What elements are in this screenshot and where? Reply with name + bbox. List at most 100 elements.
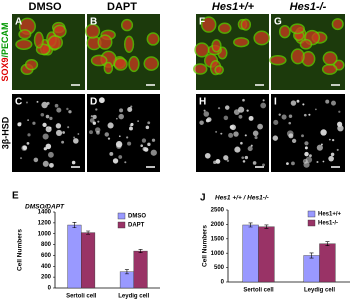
cell xyxy=(68,110,72,114)
cell xyxy=(62,131,65,134)
bar xyxy=(303,255,320,283)
header: DMSO xyxy=(29,1,62,13)
panel-label: G xyxy=(274,17,282,28)
cell xyxy=(77,133,80,135)
y-axis-label: Cell Numbers xyxy=(17,229,24,271)
y-tick-label: 2500 xyxy=(211,208,225,214)
bar xyxy=(258,226,275,283)
cell xyxy=(331,138,335,142)
cell xyxy=(234,146,241,153)
cell xyxy=(73,136,76,139)
cell xyxy=(290,100,297,106)
cell xyxy=(92,114,97,119)
cell xyxy=(15,38,33,50)
panel-label: H xyxy=(199,97,206,108)
error-bar xyxy=(264,224,269,229)
cell xyxy=(45,143,52,150)
error-bar xyxy=(248,222,253,228)
cell xyxy=(238,114,243,119)
cell xyxy=(128,55,140,73)
cell xyxy=(49,162,54,168)
cell xyxy=(194,42,210,58)
cell xyxy=(127,106,133,112)
legend-swatch xyxy=(117,221,126,229)
cell xyxy=(296,99,300,103)
cell xyxy=(141,138,147,143)
panel-label: B xyxy=(90,17,97,28)
micrographs: A B C D F G H I xyxy=(12,14,345,172)
cell xyxy=(223,115,229,121)
cell xyxy=(241,156,245,160)
y-tick-label: 0 xyxy=(221,280,225,286)
cell xyxy=(27,133,31,137)
cell xyxy=(55,129,63,136)
y-tick-label: 200 xyxy=(41,275,52,281)
legend-swatch xyxy=(307,210,316,218)
cell xyxy=(41,101,48,109)
header: DAPT xyxy=(107,1,137,13)
cell xyxy=(320,143,323,146)
cell xyxy=(253,30,270,46)
chart-title: Hes1 +/+ / Hes1-/- xyxy=(215,195,269,202)
cell xyxy=(48,151,54,158)
cell xyxy=(301,134,304,138)
y-tick-label: 1000 xyxy=(38,231,52,237)
cell xyxy=(145,125,150,130)
cell xyxy=(337,125,344,132)
error-bar xyxy=(86,230,91,235)
cell xyxy=(109,151,114,156)
cell xyxy=(240,141,243,145)
side-label: SOX9/PECAM xyxy=(0,22,10,81)
cell xyxy=(289,23,305,35)
cell xyxy=(98,97,105,104)
cell xyxy=(67,126,70,129)
cell xyxy=(90,115,93,118)
cell xyxy=(124,161,127,164)
cell xyxy=(244,155,249,160)
y-tick-label: 800 xyxy=(41,242,52,248)
bar xyxy=(67,224,82,289)
cell xyxy=(42,133,49,140)
cell xyxy=(328,138,331,141)
cell xyxy=(248,115,254,121)
cell xyxy=(17,122,22,127)
cell xyxy=(89,130,93,135)
cell xyxy=(56,107,62,113)
cell xyxy=(217,22,232,34)
cell xyxy=(27,119,29,121)
cell xyxy=(242,160,246,163)
y-axis-label: Cell Numbers xyxy=(202,225,209,267)
cell xyxy=(325,99,330,104)
cell xyxy=(97,34,113,50)
header: Hes1+/+ xyxy=(212,1,255,13)
header: Hes1-/- xyxy=(290,1,327,13)
cell xyxy=(240,18,252,31)
cell xyxy=(73,138,79,144)
cell xyxy=(315,108,317,111)
cell xyxy=(228,132,234,138)
cell xyxy=(250,144,253,147)
cell xyxy=(36,100,39,103)
cell xyxy=(331,18,344,31)
cell xyxy=(71,160,76,165)
cell xyxy=(24,58,39,71)
cell xyxy=(116,117,118,120)
cell xyxy=(116,143,122,149)
cell xyxy=(123,35,135,54)
y-tick-label: 1200 xyxy=(38,220,52,226)
cell xyxy=(203,109,206,112)
cell xyxy=(291,161,295,166)
cell xyxy=(61,140,65,144)
y-tick-label: 500 xyxy=(214,265,225,271)
cell xyxy=(242,98,245,102)
cell xyxy=(257,123,263,130)
cell xyxy=(214,65,224,75)
legend-swatch xyxy=(117,212,126,220)
cell xyxy=(113,57,128,71)
panel-label: C xyxy=(15,97,22,108)
cell xyxy=(54,103,59,108)
cell xyxy=(151,138,156,142)
cell xyxy=(45,114,50,119)
